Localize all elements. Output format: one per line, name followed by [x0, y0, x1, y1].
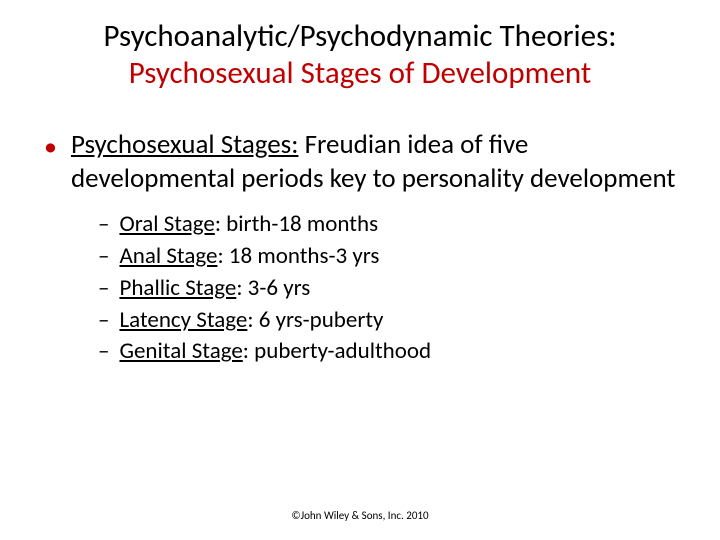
- stage-text: Genital Stage: puberty-adulthood: [119, 337, 431, 367]
- stage-text: Latency Stage: 6 yrs-puberty: [119, 306, 383, 336]
- main-bullet-text: Psychosexual Stages: Freudian idea of fi…: [71, 128, 680, 196]
- list-item: – Genital Stage: puberty-adulthood: [98, 337, 680, 367]
- title-line2: Psychosexual Stages of Development: [129, 54, 592, 92]
- stage-name: Latency Stage: [119, 306, 247, 334]
- list-item: – Latency Stage: 6 yrs-puberty: [98, 306, 680, 336]
- bullet-dot-icon: •: [44, 130, 57, 163]
- stage-text: Anal Stage: 18 months-3 yrs: [119, 242, 379, 272]
- dash-icon: –: [98, 210, 109, 240]
- stage-name: Oral Stage: [119, 210, 214, 238]
- list-item: – Oral Stage: birth-18 months: [98, 210, 680, 240]
- bullet-term: Psychosexual Stages:: [71, 128, 299, 161]
- title-line1: Psychoanalytic/Psychodynamic Theories:: [104, 17, 617, 55]
- copyright-text: ©John Wiley & Sons, Inc. 2010: [0, 509, 720, 522]
- list-item: – Phallic Stage: 3-6 yrs: [98, 274, 680, 304]
- stage-range: : 6 yrs-puberty: [247, 306, 383, 334]
- main-bullet: • Psychosexual Stages: Freudian idea of …: [44, 128, 680, 196]
- stage-name: Anal Stage: [119, 242, 217, 270]
- stage-range: : 18 months-3 yrs: [217, 242, 379, 270]
- stage-name: Phallic Stage: [119, 274, 236, 302]
- stage-name: Genital Stage: [119, 337, 242, 365]
- stage-range: : birth-18 months: [215, 210, 378, 238]
- list-item: – Anal Stage: 18 months-3 yrs: [98, 242, 680, 272]
- stage-text: Oral Stage: birth-18 months: [119, 210, 378, 240]
- dash-icon: –: [98, 306, 109, 336]
- stage-range: : 3-6 yrs: [236, 274, 310, 302]
- stages-list: – Oral Stage: birth-18 months – Anal Sta…: [98, 210, 680, 367]
- dash-icon: –: [98, 242, 109, 272]
- dash-icon: –: [98, 337, 109, 367]
- stage-text: Phallic Stage: 3-6 yrs: [119, 274, 310, 304]
- stage-range: : puberty-adulthood: [243, 337, 431, 365]
- slide-container: Psychoanalytic/Psychodynamic Theories: P…: [0, 0, 720, 540]
- dash-icon: –: [98, 274, 109, 304]
- slide-title: Psychoanalytic/Psychodynamic Theories: P…: [40, 18, 680, 92]
